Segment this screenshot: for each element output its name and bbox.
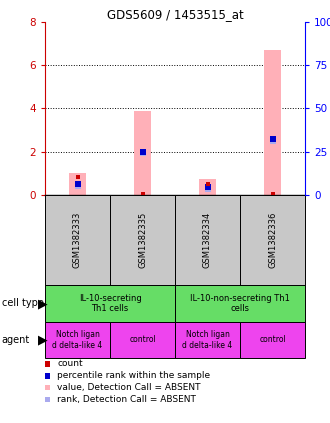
Text: ▶: ▶ xyxy=(38,333,48,346)
Text: Notch ligan
d delta-like 4: Notch ligan d delta-like 4 xyxy=(52,330,103,350)
Text: IL-10-non-secreting Th1
cells: IL-10-non-secreting Th1 cells xyxy=(190,294,290,313)
Bar xyxy=(45,195,110,285)
Text: ▶: ▶ xyxy=(38,297,48,310)
Text: GSM1382333: GSM1382333 xyxy=(73,212,82,268)
Text: agent: agent xyxy=(2,335,30,345)
Text: percentile rank within the sample: percentile rank within the sample xyxy=(57,371,210,380)
Text: cell type: cell type xyxy=(2,299,44,308)
Bar xyxy=(110,195,175,285)
Text: rank, Detection Call = ABSENT: rank, Detection Call = ABSENT xyxy=(57,395,196,404)
Bar xyxy=(199,179,215,195)
Text: count: count xyxy=(57,360,83,368)
Text: GSM1382336: GSM1382336 xyxy=(268,212,277,268)
Bar xyxy=(175,285,305,322)
Bar xyxy=(264,50,280,195)
Text: IL-10-secreting
Th1 cells: IL-10-secreting Th1 cells xyxy=(79,294,141,313)
Title: GDS5609 / 1453515_at: GDS5609 / 1453515_at xyxy=(107,8,244,21)
Text: Notch ligan
d delta-like 4: Notch ligan d delta-like 4 xyxy=(182,330,233,350)
Bar xyxy=(175,322,240,358)
Text: GSM1382335: GSM1382335 xyxy=(138,212,147,268)
Bar xyxy=(240,195,305,285)
Bar xyxy=(175,195,240,285)
Bar xyxy=(134,111,150,195)
Text: control: control xyxy=(259,335,286,344)
Text: value, Detection Call = ABSENT: value, Detection Call = ABSENT xyxy=(57,383,201,392)
Bar xyxy=(45,322,110,358)
Bar xyxy=(69,173,85,195)
Text: control: control xyxy=(129,335,156,344)
Text: GSM1382334: GSM1382334 xyxy=(203,212,212,268)
Bar xyxy=(240,322,305,358)
Bar xyxy=(110,322,175,358)
Bar xyxy=(45,285,175,322)
